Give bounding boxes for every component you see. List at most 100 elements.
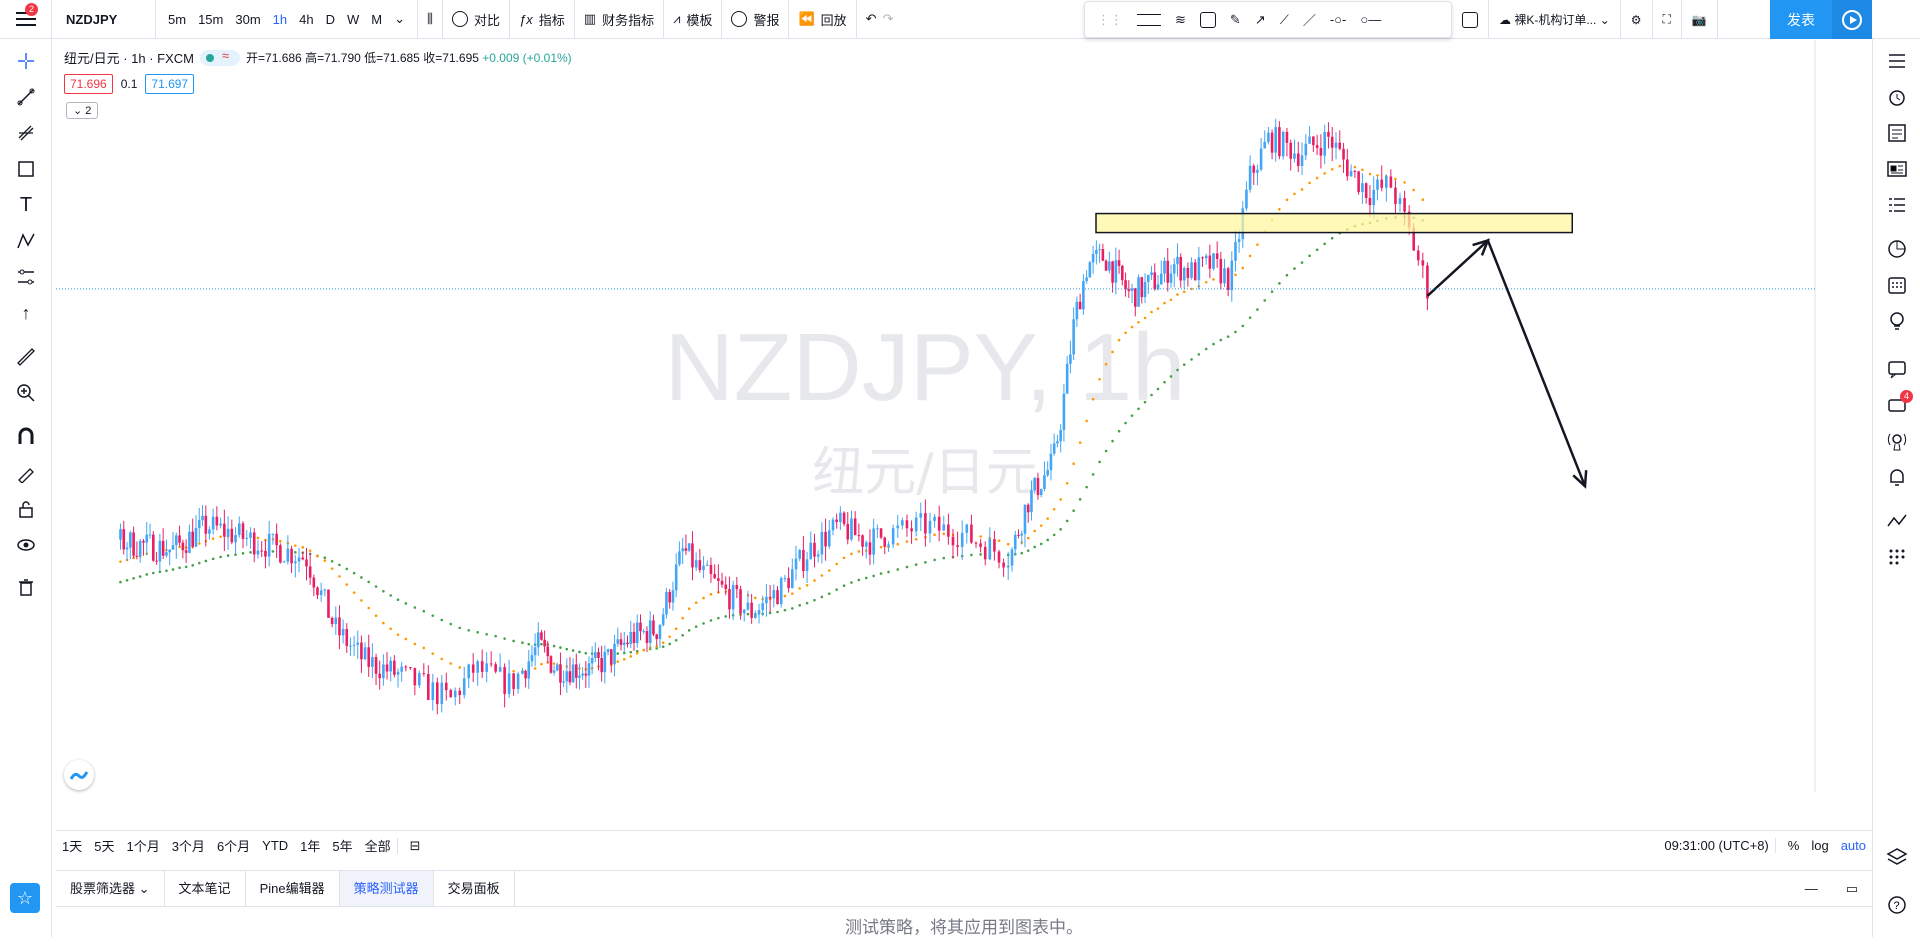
layout-selector[interactable]: ☁ 裸K-机构订单... ⌄ [1489, 0, 1621, 39]
interval-30m[interactable]: 30m [235, 11, 261, 27]
lock-icon[interactable] [14, 497, 38, 521]
eye-icon[interactable] [14, 533, 38, 557]
bell-icon[interactable] [1885, 465, 1909, 489]
redo-icon[interactable]: ↷ [882, 11, 894, 26]
publish-button[interactable]: 发表 [1770, 0, 1832, 39]
trend-line-tool-icon[interactable] [14, 85, 38, 109]
pattern-tool-icon[interactable] [14, 229, 38, 253]
range-3m[interactable]: 3个月 [171, 839, 205, 854]
alarm-icon[interactable] [1885, 85, 1909, 109]
snapshot-button[interactable]: 📷 [1682, 0, 1718, 39]
tab-strategy-tester[interactable]: 策略测试器 [339, 870, 434, 907]
arrow-icon[interactable]: ↗ [1254, 11, 1266, 27]
settings-button[interactable]: ⚙ [1621, 0, 1653, 39]
tab-pine-editor[interactable]: Pine编辑器 [246, 870, 340, 907]
range-all[interactable]: 全部 [364, 839, 391, 854]
indicators-button[interactable]: ƒx 指标 [510, 0, 575, 39]
interval-1h[interactable]: 1h [272, 11, 288, 27]
horizontal-line-icon[interactable]: ○— [1360, 12, 1382, 27]
sell-price[interactable]: 71.696 [64, 74, 113, 94]
go-to-date-icon[interactable]: ⊟ [396, 837, 427, 854]
indicators-collapse-button[interactable]: ⌄ 2 [66, 102, 99, 119]
replay-play-button[interactable] [1832, 0, 1872, 39]
range-5y[interactable]: 5年 [332, 839, 353, 854]
financials-button[interactable]: ▥ 财务指标 [575, 0, 665, 39]
maximize-panel-icon[interactable]: ▭ [1845, 880, 1858, 896]
crosshair-icon[interactable] [14, 49, 38, 73]
undo-button[interactable]: ↶ ↷ [857, 0, 903, 39]
ruler-icon[interactable] [14, 345, 38, 369]
dots-grid-icon[interactable] [1885, 545, 1909, 569]
prediction-tool-icon[interactable] [14, 265, 38, 289]
fullscreen-button[interactable]: ⛶ [1653, 0, 1682, 39]
tab-text-notes[interactable]: 文本笔记 [165, 870, 246, 907]
replay-button[interactable]: ⏪ 回放 [789, 0, 857, 39]
main-menu-button[interactable]: 2 [0, 0, 52, 39]
interval-w[interactable]: W [346, 11, 360, 27]
log-scale-toggle[interactable]: log [1811, 838, 1829, 853]
pine-signal-icon[interactable] [1885, 509, 1909, 533]
range-5d[interactable]: 5天 [94, 839, 115, 854]
support-zone-rectangle[interactable] [1095, 212, 1573, 234]
chevron-down-icon[interactable]: ⌄ [394, 11, 406, 26]
auto-scale-toggle[interactable]: auto [1840, 838, 1866, 853]
stay-in-drawing-icon[interactable] [14, 461, 38, 485]
layers-icon[interactable] [1885, 845, 1909, 869]
price-chart[interactable]: NZDJPY, 1h 纽元/日元 JPY73.00072.80072.60072… [56, 40, 1816, 792]
watchlist-icon[interactable] [1885, 49, 1909, 73]
alerts-button[interactable]: 警报 [722, 0, 790, 39]
calendar-icon[interactable] [1885, 273, 1909, 297]
fullscreen-box-button[interactable] [1452, 0, 1489, 39]
interval-4h[interactable]: 4h [299, 11, 314, 27]
ema-slow-dot [805, 601, 809, 605]
horizontal-ray-icon[interactable]: -○- [1329, 12, 1347, 27]
projection-arrow-path[interactable] [1426, 238, 1587, 487]
hotlist-icon[interactable] [1885, 237, 1909, 261]
data-window-icon[interactable] [1885, 121, 1909, 145]
interval-d[interactable]: D [325, 11, 335, 27]
range-1m[interactable]: 1个月 [126, 839, 160, 854]
brush-icon[interactable]: ✎ [1229, 11, 1241, 27]
arrow-up-icon[interactable]: ↑ [21, 302, 31, 323]
zoom-icon[interactable] [14, 381, 38, 405]
tab-stock-screener[interactable]: 股票筛选器 ⌄ [56, 870, 165, 907]
interval-m[interactable]: M [371, 11, 383, 27]
rectangle-icon[interactable] [1199, 11, 1216, 28]
curve-icon[interactable]: ≋ [1175, 11, 1186, 27]
favorites-star-button[interactable]: ☆ [10, 883, 40, 913]
minimize-panel-icon[interactable]: — [1804, 881, 1818, 896]
interval-5m[interactable]: 5m [168, 11, 187, 27]
idea-icon[interactable] [1885, 309, 1909, 333]
rectangle-tool-icon[interactable] [14, 157, 38, 181]
messages-icon[interactable]: 4 [1885, 390, 1913, 417]
order-list-icon[interactable] [1885, 193, 1909, 217]
range-ytd[interactable]: YTD [262, 838, 289, 853]
ema-fast-dot [702, 596, 705, 600]
news-icon[interactable] [1885, 157, 1909, 181]
horizontal-lines-icon[interactable] [1137, 13, 1161, 26]
magnet-icon[interactable] [14, 425, 38, 449]
tab-trading-panel[interactable]: 交易面板 [434, 870, 515, 907]
range-6m[interactable]: 6个月 [216, 839, 251, 854]
legend-title[interactable]: 纽元/日元 · 1h · FXCM [64, 51, 195, 66]
chart-type-button[interactable]: ⫼ [418, 0, 443, 39]
range-1d[interactable]: 1天 [62, 839, 83, 854]
drag-handle-icon[interactable]: ⋮⋮ [1097, 11, 1123, 27]
interval-15m[interactable]: 15m [198, 11, 224, 27]
range-1y[interactable]: 1年 [300, 839, 321, 854]
clock-timezone[interactable]: 09:31:00 (UTC+8) [1664, 838, 1769, 853]
compare-button[interactable]: 对比 [443, 0, 511, 39]
text-tool-icon[interactable]: T [19, 193, 33, 216]
line-icon[interactable]: ／ [1302, 13, 1316, 28]
fib-tool-icon[interactable] [14, 121, 38, 145]
trend-line-icon[interactable]: ⟋ [1279, 11, 1289, 27]
chat-icon[interactable] [1885, 357, 1909, 381]
percent-scale-toggle[interactable]: % [1774, 838, 1806, 853]
buy-price[interactable]: 71.697 [145, 74, 195, 94]
help-icon[interactable]: ? [1885, 893, 1909, 917]
trash-icon[interactable] [14, 575, 38, 599]
symbol-search[interactable]: NZDJPY [52, 0, 156, 39]
templates-button[interactable]: ⩘ 模板 [664, 0, 723, 39]
tradingview-logo[interactable] [64, 760, 94, 790]
stream-icon[interactable] [1885, 429, 1909, 453]
